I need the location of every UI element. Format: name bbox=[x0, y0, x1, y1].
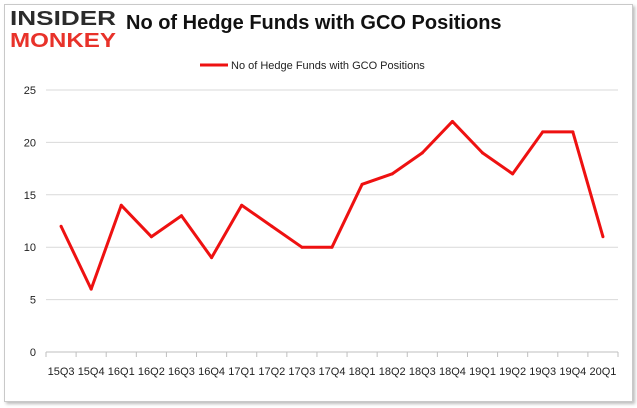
data-point bbox=[59, 224, 63, 228]
chart-frame bbox=[4, 4, 633, 402]
x-tick-label: 18Q3 bbox=[409, 366, 436, 378]
data-point bbox=[119, 203, 123, 207]
data-point bbox=[300, 245, 304, 249]
data-point bbox=[179, 214, 183, 218]
y-tick-label: 20 bbox=[24, 137, 36, 149]
data-point bbox=[270, 224, 274, 228]
data-point bbox=[420, 151, 424, 155]
x-tick-label: 16Q3 bbox=[168, 366, 195, 378]
data-point bbox=[481, 151, 485, 155]
data-point bbox=[390, 172, 394, 176]
insider-monkey-logo: INSIDER MONKEY bbox=[10, 8, 117, 50]
series-line bbox=[59, 119, 605, 291]
y-tick-label: 10 bbox=[24, 242, 36, 254]
data-point bbox=[511, 172, 515, 176]
y-axis-ticks: 0 5 10 15 20 25 bbox=[24, 85, 36, 359]
x-tick-label: 20Q1 bbox=[589, 366, 616, 378]
data-point bbox=[450, 119, 454, 123]
data-point bbox=[89, 287, 93, 291]
x-tick-label: 18Q4 bbox=[439, 366, 466, 378]
x-tick-label: 17Q2 bbox=[258, 366, 285, 378]
x-tick-label: 17Q3 bbox=[288, 366, 315, 378]
x-tick-label: 16Q1 bbox=[108, 366, 135, 378]
x-tick-label: 19Q1 bbox=[469, 366, 496, 378]
x-tick-label: 15Q3 bbox=[48, 366, 75, 378]
data-point bbox=[571, 130, 575, 134]
data-point bbox=[330, 245, 334, 249]
data-point bbox=[210, 256, 214, 260]
x-tick-label: 15Q4 bbox=[78, 366, 105, 378]
x-tick-label: 16Q2 bbox=[138, 366, 165, 378]
chart-title: No of Hedge Funds with GCO Positions bbox=[126, 12, 502, 34]
logo-line2: MONKEY bbox=[10, 30, 117, 50]
legend: No of Hedge Funds with GCO Positions bbox=[200, 60, 425, 72]
data-point bbox=[240, 203, 244, 207]
y-tick-label: 25 bbox=[24, 85, 36, 97]
x-tick-label: 16Q4 bbox=[198, 366, 225, 378]
legend-label: No of Hedge Funds with GCO Positions bbox=[231, 60, 425, 72]
data-point bbox=[360, 182, 364, 186]
x-tick-label: 18Q2 bbox=[379, 366, 406, 378]
x-tick-label: 19Q4 bbox=[559, 366, 586, 378]
x-tick-label: 18Q1 bbox=[349, 366, 376, 378]
y-tick-label: 15 bbox=[24, 190, 36, 202]
gridlines bbox=[46, 89, 618, 353]
y-tick-label: 0 bbox=[30, 347, 36, 359]
data-point bbox=[149, 235, 153, 239]
y-tick-label: 5 bbox=[30, 295, 36, 307]
x-tick-label: 19Q2 bbox=[499, 366, 526, 378]
x-tick-label: 17Q1 bbox=[228, 366, 255, 378]
series-layer bbox=[59, 119, 605, 291]
data-point bbox=[541, 130, 545, 134]
x-tick-label: 17Q4 bbox=[319, 366, 346, 378]
logo-line1: INSIDER bbox=[10, 8, 117, 30]
data-point bbox=[601, 235, 605, 239]
x-axis-ticks: 15Q3 15Q4 16Q1 16Q2 16Q3 16Q4 17Q1 17Q2 17Q3 17Q4… bbox=[45, 352, 619, 378]
x-tick-label: 19Q3 bbox=[529, 366, 556, 378]
